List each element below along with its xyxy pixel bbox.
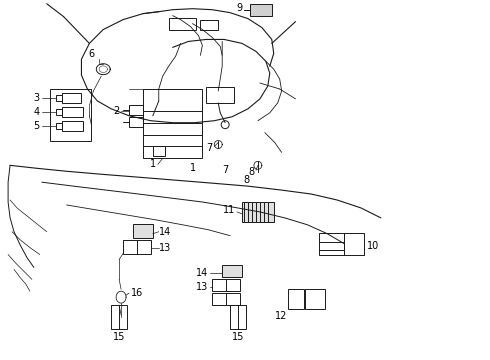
Bar: [111, 305, 127, 329]
Bar: [153, 147, 165, 156]
Bar: [129, 105, 143, 115]
Text: 4: 4: [34, 107, 40, 117]
Text: 14: 14: [159, 227, 171, 237]
Bar: [242, 202, 274, 222]
Bar: [62, 107, 83, 117]
Bar: [344, 233, 364, 255]
Bar: [56, 109, 62, 115]
Bar: [212, 279, 240, 291]
Text: 13: 13: [159, 243, 171, 253]
Bar: [206, 87, 234, 103]
Text: 1: 1: [190, 163, 196, 173]
Text: 3: 3: [34, 93, 40, 103]
Bar: [169, 18, 196, 30]
Text: 7: 7: [222, 165, 228, 175]
Bar: [49, 89, 91, 140]
Bar: [62, 121, 83, 131]
Text: 6: 6: [88, 49, 95, 59]
Bar: [250, 4, 272, 15]
Bar: [123, 240, 151, 253]
Bar: [288, 289, 304, 309]
Text: 11: 11: [223, 205, 235, 215]
Bar: [319, 233, 344, 255]
Bar: [133, 224, 153, 238]
Text: 7: 7: [206, 144, 212, 153]
Text: 12: 12: [275, 311, 288, 321]
Bar: [212, 293, 240, 305]
Text: 10: 10: [367, 240, 379, 251]
Bar: [222, 265, 242, 277]
Text: 16: 16: [131, 288, 143, 298]
Bar: [143, 89, 202, 158]
Text: 15: 15: [232, 332, 245, 342]
Text: 1: 1: [149, 159, 156, 169]
Text: 9: 9: [236, 3, 242, 13]
Bar: [56, 95, 62, 101]
Text: 8: 8: [249, 167, 255, 177]
Bar: [62, 93, 81, 103]
Bar: [200, 19, 218, 30]
Bar: [305, 289, 325, 309]
Text: 2: 2: [113, 106, 119, 116]
Text: 8: 8: [244, 175, 250, 185]
Bar: [56, 123, 62, 129]
Text: 15: 15: [113, 332, 125, 342]
Bar: [230, 305, 246, 329]
Bar: [129, 117, 143, 127]
Text: 13: 13: [196, 282, 208, 292]
Text: 14: 14: [196, 268, 208, 278]
Text: 5: 5: [34, 121, 40, 131]
